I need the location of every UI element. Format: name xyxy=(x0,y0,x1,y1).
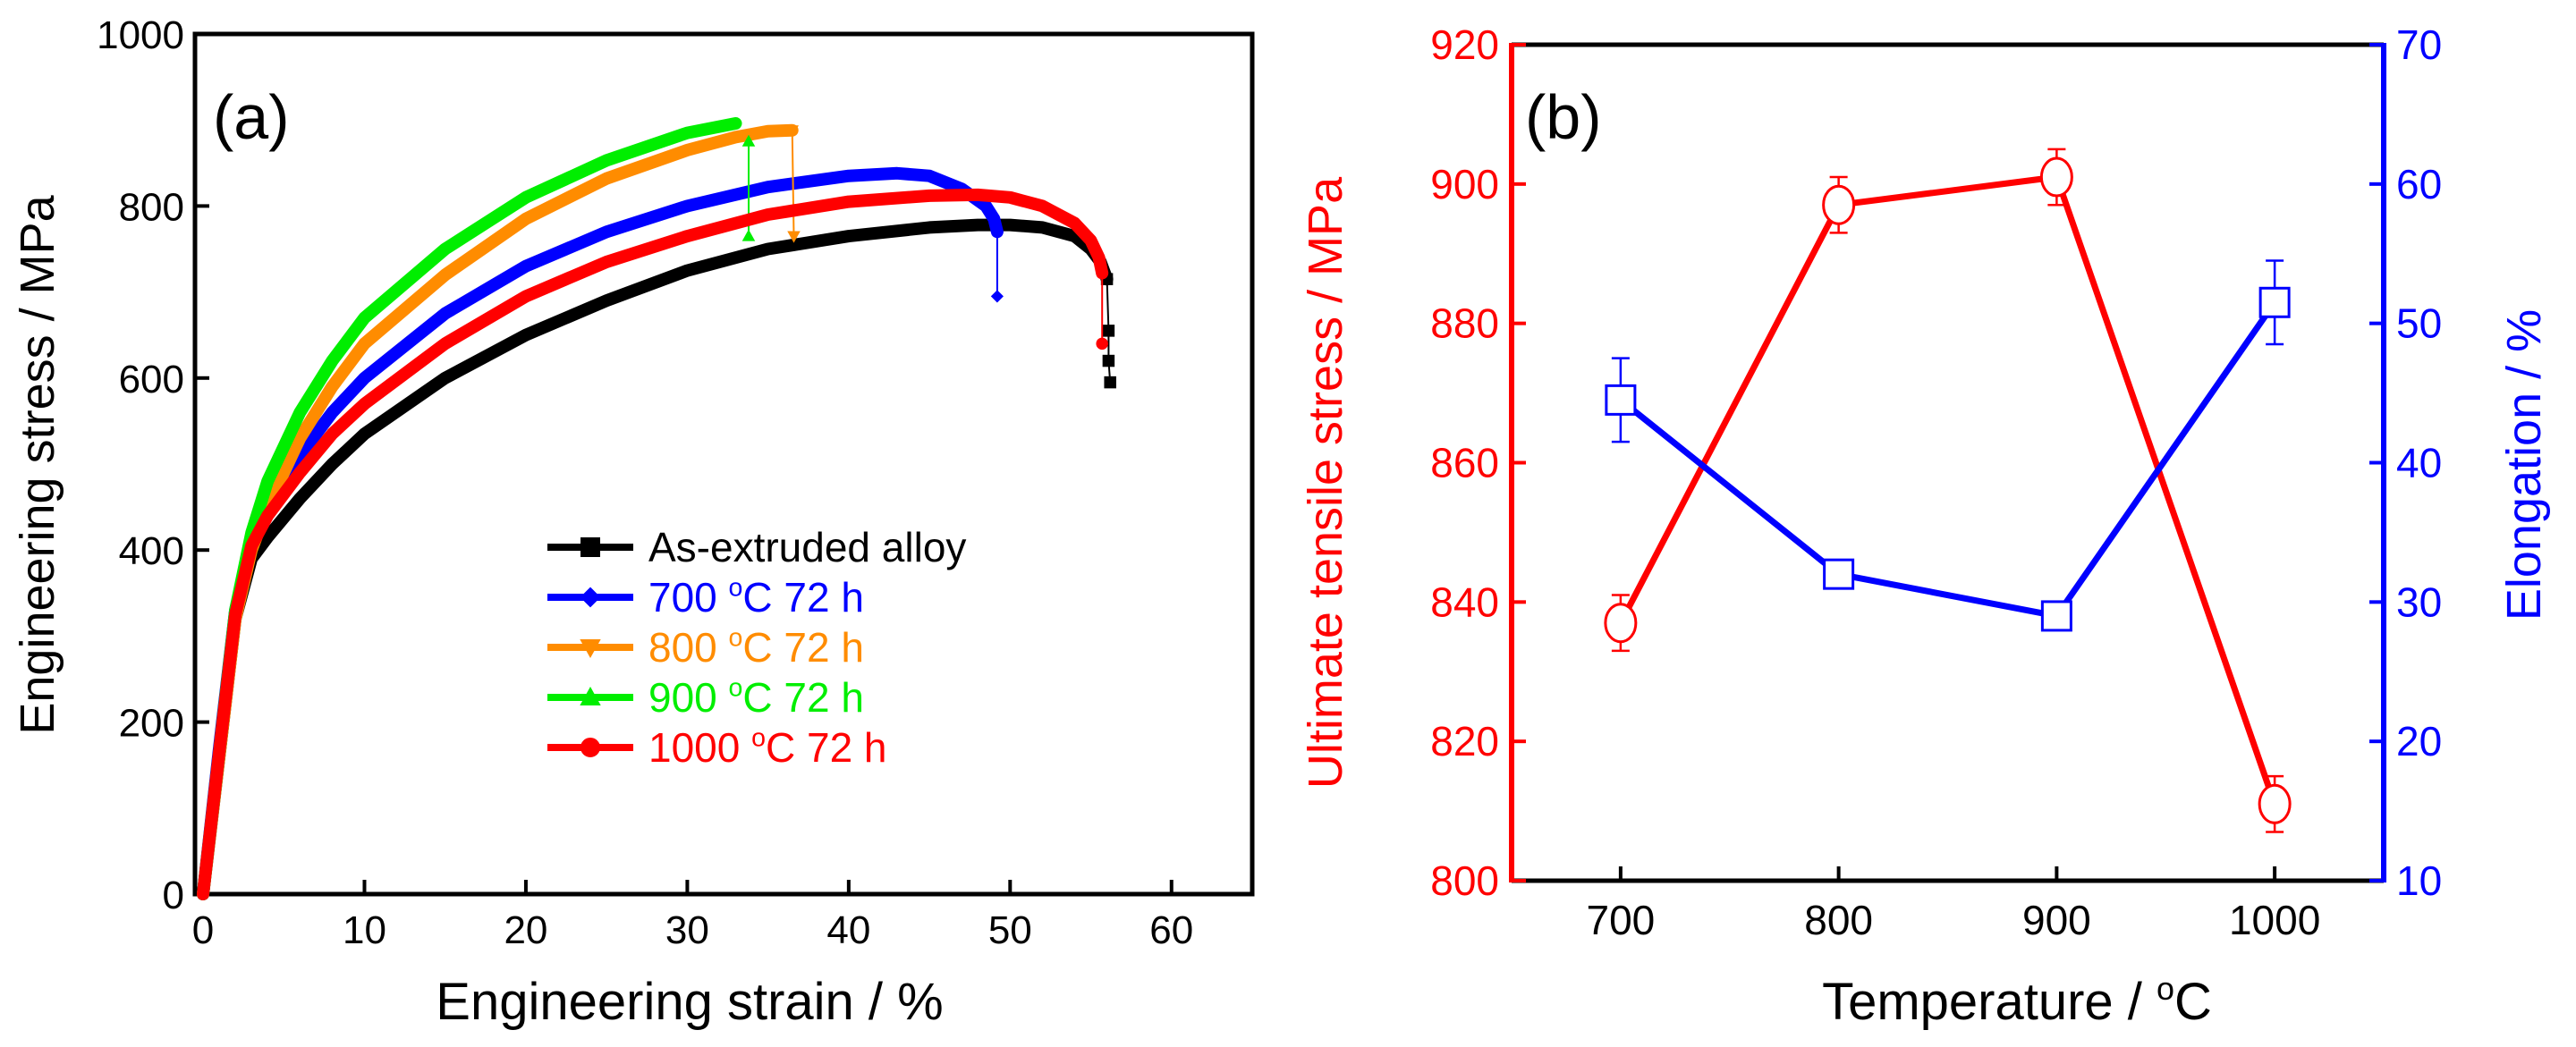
data-point xyxy=(2040,600,2072,632)
panel-a-x-tick-label: 10 xyxy=(343,908,386,952)
data-point xyxy=(2258,783,2292,824)
panel-b-right-tick-label: 70 xyxy=(2396,21,2442,68)
panel-b-left-tick-label: 860 xyxy=(1430,440,1499,486)
legend-marker xyxy=(580,639,601,659)
data-point xyxy=(1605,384,1637,416)
data-point xyxy=(1823,558,1855,590)
data-point xyxy=(741,134,756,147)
panel-b-right-tick-label: 10 xyxy=(2396,857,2442,904)
panel-b-label: (b) xyxy=(1525,82,1602,152)
data-point xyxy=(1102,354,1115,367)
panel-b-right-axis-title: Elongation / % xyxy=(2497,309,2551,621)
panel-a-y-tick-label: 800 xyxy=(119,185,184,229)
panel-a-y-tick-label: 600 xyxy=(119,358,184,401)
panel-b-left-tick-label: 840 xyxy=(1430,578,1499,625)
panel-a-y-tick-label: 1000 xyxy=(97,13,184,57)
panel-b-left-axis-title: Ultimate tensile stress / MPa xyxy=(1299,176,1352,789)
panel-a-x-tick-label: 20 xyxy=(504,908,547,952)
data-point xyxy=(1104,376,1116,389)
panel-a-label: (a) xyxy=(213,82,290,152)
legend-marker xyxy=(580,738,600,757)
legend-label: 900 oC 72 h xyxy=(648,674,864,721)
data-point xyxy=(1096,337,1108,350)
legend-label: 800 oC 72 h xyxy=(648,624,864,671)
panel-a-x-tick-label: 50 xyxy=(988,908,1032,952)
panel-a-x-tick-label: 40 xyxy=(826,908,870,952)
legend-label: As-extruded alloy xyxy=(648,524,966,570)
series-line xyxy=(197,188,1109,900)
series-line xyxy=(197,218,1114,900)
panel-b-left-tick-label: 880 xyxy=(1430,300,1499,347)
series-1000-c-72-h xyxy=(197,188,1109,900)
data-point xyxy=(1096,266,1108,280)
panel-a-y-axis-title: Engineering stress / MPa xyxy=(11,194,64,734)
panel-a-y-tick-label: 400 xyxy=(119,529,184,573)
panel-a-y-tick-label: 0 xyxy=(163,874,184,917)
panel-a-x-tick-label: 30 xyxy=(665,908,709,952)
series-elongation xyxy=(1605,259,2291,632)
panel-a-tensile-curves: (a) Engineering strain / % Engineering s… xyxy=(11,13,1255,1031)
panel-b-left-tick-label: 800 xyxy=(1430,857,1499,904)
series-line xyxy=(1618,300,2277,620)
panel-a-x-tick-label: 0 xyxy=(192,908,214,952)
panel-b-x-tick-label: 900 xyxy=(2022,897,2091,943)
data-point xyxy=(990,290,1004,303)
panel-a-plot-frame xyxy=(192,31,1255,897)
panel-b-right-tick-label: 30 xyxy=(2396,578,2442,625)
panel-b-left-tick-label: 900 xyxy=(1430,161,1499,207)
series-ultimate-tensile-stress xyxy=(1604,148,2292,833)
legend-marker xyxy=(580,686,601,705)
data-point xyxy=(1102,325,1115,337)
legend-label: 700 oC 72 h xyxy=(648,574,864,621)
data-point xyxy=(1822,184,1856,225)
legend-marker xyxy=(580,537,600,557)
panel-a-x-axis-title: Engineering strain / % xyxy=(436,973,943,1031)
panel-b-right-tick-label: 40 xyxy=(2396,440,2442,486)
data-point xyxy=(2258,286,2291,318)
panel-b-right-tick-label: 50 xyxy=(2396,300,2442,347)
data-point xyxy=(741,229,756,241)
legend-label: 1000 oC 72 h xyxy=(648,724,887,771)
data-point xyxy=(1604,603,1638,644)
panel-b-x-tick-label: 800 xyxy=(1804,897,1873,943)
panel-b-right-tick-label: 60 xyxy=(2396,161,2442,207)
series-line xyxy=(1617,173,2278,806)
panel-b-right-tick-label: 20 xyxy=(2396,718,2442,764)
panel-b-x-tick-label: 1000 xyxy=(2229,897,2320,943)
series-fracture-drop xyxy=(1106,279,1112,383)
data-point xyxy=(2039,156,2073,198)
panel-b-x-tick-label: 700 xyxy=(1587,897,1656,943)
panel-b-left-tick-label: 920 xyxy=(1430,21,1499,68)
data-point xyxy=(990,225,1004,239)
series-line xyxy=(197,117,742,900)
legend-marker xyxy=(580,587,601,608)
panel-a-x-tick-label: 60 xyxy=(1149,908,1193,952)
panel-b-uts-elongation: (b) Ultimate tensile stress / MPa Elonga… xyxy=(1299,21,2551,1031)
panel-b-left-tick-label: 820 xyxy=(1430,718,1499,764)
data-point xyxy=(785,125,799,138)
panel-b-x-axis-title: Temperature / oC xyxy=(1822,970,2212,1031)
data-point xyxy=(787,231,801,243)
series-as-extruded-alloy xyxy=(197,218,1116,900)
series-fracture-drop xyxy=(791,130,795,237)
panel-a-y-tick-label: 200 xyxy=(119,702,184,746)
